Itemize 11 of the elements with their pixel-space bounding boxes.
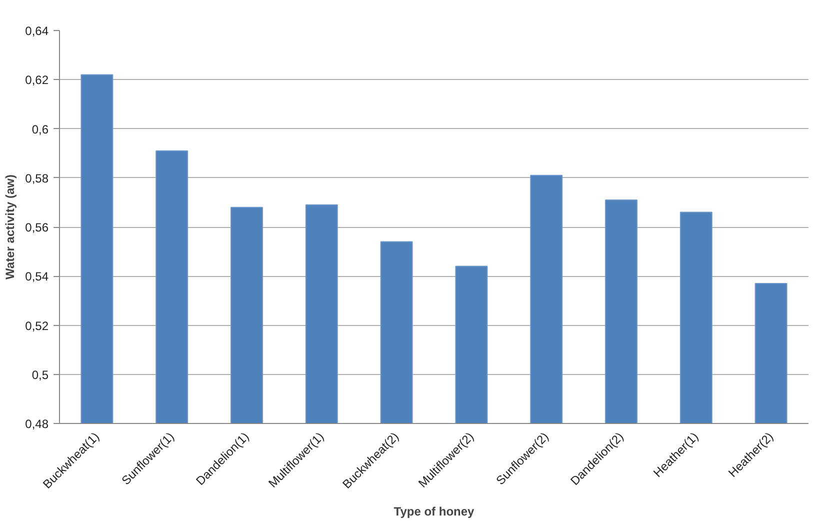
x-axis-title: Type of honey: [394, 504, 475, 518]
y-tick-label: 0,58: [25, 171, 49, 186]
y-tick-label: 0,6: [32, 122, 49, 136]
y-tick-label: 0,64: [25, 24, 49, 38]
y-tick-label: 0,52: [25, 318, 49, 333]
y-tick-label: 0,62: [25, 73, 49, 88]
y-tick-label: 0,56: [25, 220, 49, 234]
y-tick-label: 0,48: [25, 417, 49, 431]
y-tick-label: 0,5: [32, 368, 49, 382]
y-axis-title: Water activity (aw): [3, 174, 18, 280]
y-tick-label: 0,54: [25, 270, 49, 284]
